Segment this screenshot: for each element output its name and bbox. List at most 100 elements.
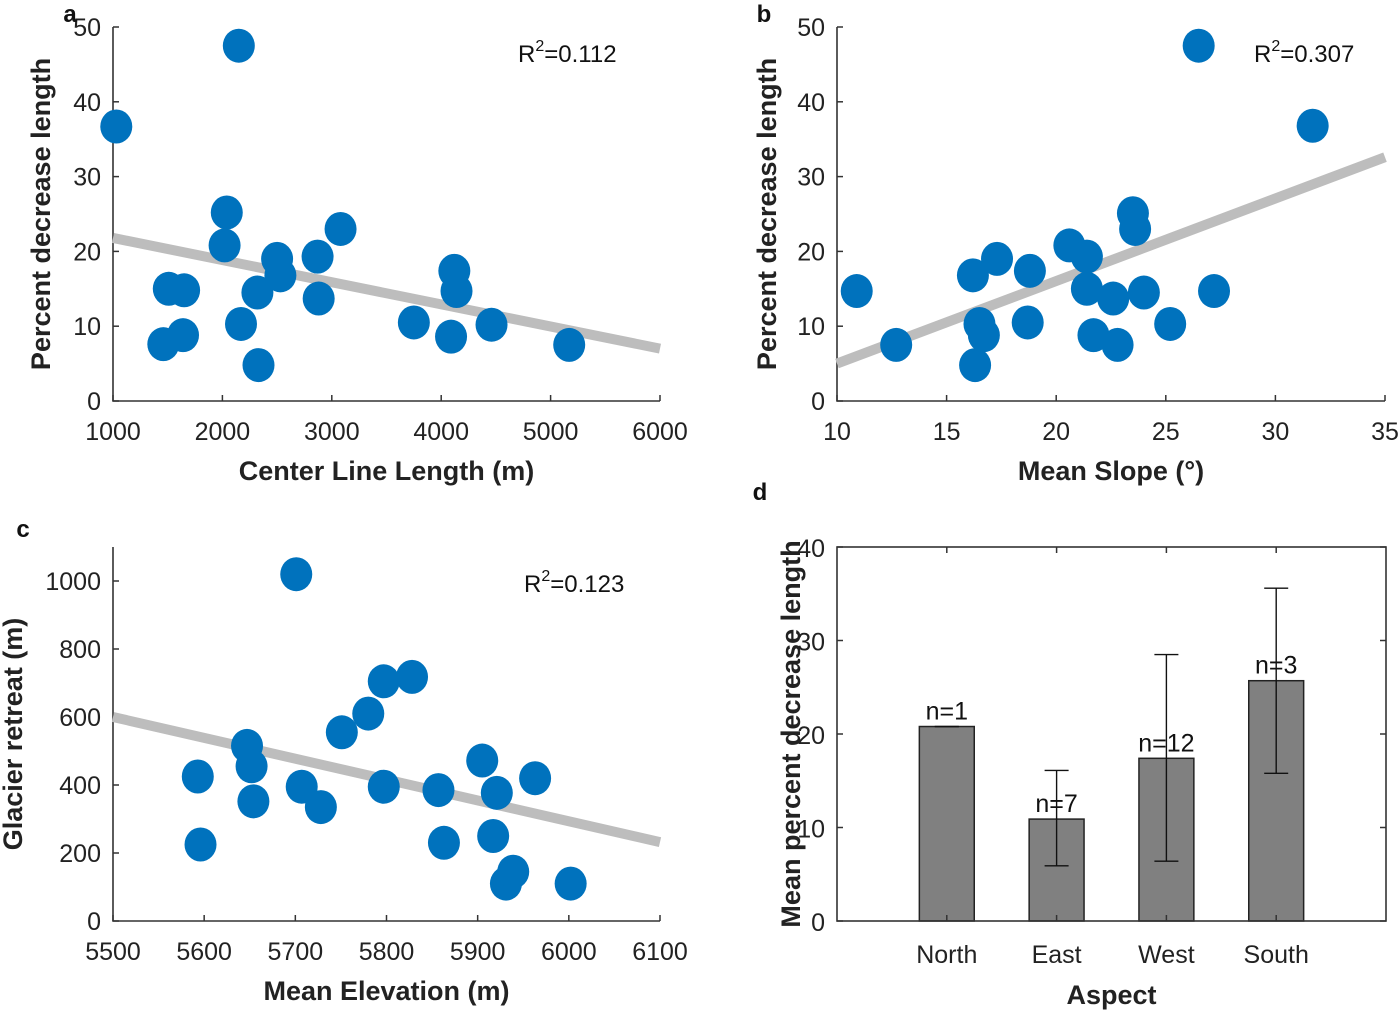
x-tick-label: 6000 <box>541 938 597 966</box>
data-point <box>427 825 460 860</box>
data-point <box>422 773 455 808</box>
bar-north <box>918 725 975 922</box>
data-point <box>967 318 1000 353</box>
sample-size-label: n=12 <box>1138 729 1194 757</box>
r-squared-annotation: R2=0.307 <box>1254 38 1354 68</box>
error-bar <box>1044 769 1069 867</box>
trend-line <box>835 152 1387 369</box>
x-tick-label: 6100 <box>632 938 688 966</box>
sample-size-label: n=1 <box>926 698 968 726</box>
data-point <box>237 784 270 819</box>
data-point <box>184 827 217 862</box>
r-squared-base: R <box>1254 41 1271 68</box>
data-point <box>435 319 468 354</box>
y-tick-label: 20 <box>797 238 825 266</box>
data-point <box>840 274 873 309</box>
data-point <box>325 715 358 750</box>
data-point <box>497 854 530 889</box>
data-point <box>304 790 337 825</box>
data-point <box>1101 327 1134 362</box>
x-tick-label: 5500 <box>85 938 141 966</box>
category-label: South <box>1244 941 1309 969</box>
data-point <box>208 228 241 263</box>
data-point <box>302 281 335 316</box>
x-axis-label: Center Line Length (m) <box>239 456 535 486</box>
y-tick-label: 40 <box>797 89 825 117</box>
y-tick-label: 0 <box>811 909 825 937</box>
data-point <box>1077 318 1110 353</box>
y-tick-label: 20 <box>73 238 101 266</box>
data-point <box>301 239 334 274</box>
y-tick-label: 30 <box>797 629 825 657</box>
r-squared-value: =0.307 <box>1280 41 1354 68</box>
data-point <box>1182 28 1215 63</box>
panel-c-scatter-elevation: 0 200 400 600 800 1000 5500 5600 5700 5800 5900 600… <box>0 516 688 1006</box>
r-squared-sup: 2 <box>535 38 544 55</box>
x-tick-label: 5800 <box>359 938 415 966</box>
y-axis-label: Percent decrease length <box>752 58 782 370</box>
data-point <box>1070 239 1103 274</box>
x-tick-label: 2000 <box>195 418 251 446</box>
data-point <box>167 318 200 353</box>
panel-letter: d <box>753 479 768 506</box>
data-point <box>1127 275 1160 310</box>
x-tick-label: 20 <box>1042 418 1070 446</box>
data-point <box>959 348 992 383</box>
data-point <box>168 273 201 308</box>
x-axis-label: Mean Slope (°) <box>1018 456 1204 486</box>
data-point <box>519 761 552 796</box>
y-tick-label: 40 <box>73 89 101 117</box>
x-axis-label: Aspect <box>1066 980 1156 1010</box>
r-squared-value: =0.123 <box>550 571 624 598</box>
data-point <box>242 348 275 383</box>
x-axis-label: Mean Elevation (m) <box>263 976 509 1006</box>
r-squared-base: R <box>518 41 535 68</box>
y-tick-label: 10 <box>797 816 825 844</box>
data-point <box>367 664 400 699</box>
y-tick-label: 30 <box>797 164 825 192</box>
x-tick-label: 5700 <box>268 938 324 966</box>
x-tick-label: 6000 <box>632 418 688 446</box>
x-tick-label: 5900 <box>450 938 506 966</box>
data-point <box>396 659 429 694</box>
data-point <box>1154 306 1187 341</box>
r-squared-value: =0.112 <box>544 41 616 68</box>
category-label: West <box>1138 941 1195 969</box>
error-bar <box>1154 653 1179 862</box>
data-point <box>466 743 499 778</box>
y-tick-label: 20 <box>797 722 825 750</box>
category-label: East <box>1032 941 1082 969</box>
y-tick-label: 1000 <box>45 568 101 596</box>
data-point <box>264 258 297 293</box>
y-axis-label: Mean percent decrease length <box>776 540 806 927</box>
x-tick-label: 5000 <box>523 418 579 446</box>
data-point <box>1119 211 1152 246</box>
data-point <box>235 749 268 784</box>
data-point <box>241 275 274 310</box>
x-tick-label: 35 <box>1371 418 1399 446</box>
data-point <box>554 866 587 901</box>
data-point <box>352 696 385 731</box>
data-point <box>397 305 430 340</box>
x-tick-label: 10 <box>823 418 851 446</box>
data-point <box>100 109 133 144</box>
data-point <box>1198 274 1231 309</box>
y-tick-label: 0 <box>87 388 101 416</box>
data-point <box>1013 253 1046 288</box>
data-point <box>880 327 913 362</box>
panel-letter: b <box>757 1 772 28</box>
data-point <box>440 274 473 309</box>
y-tick-label: 0 <box>87 908 101 936</box>
x-tick-label: 5600 <box>176 938 232 966</box>
data-point <box>475 307 508 342</box>
x-tick-label: 25 <box>1152 418 1180 446</box>
data-point <box>553 327 586 362</box>
x-tick-label: 15 <box>933 418 961 446</box>
r-squared-annotation: R2=0.123 <box>524 568 624 598</box>
y-tick-label: 600 <box>59 704 101 732</box>
data-point <box>480 775 513 810</box>
data-point <box>210 195 243 230</box>
r-squared-sup: 2 <box>541 568 550 585</box>
